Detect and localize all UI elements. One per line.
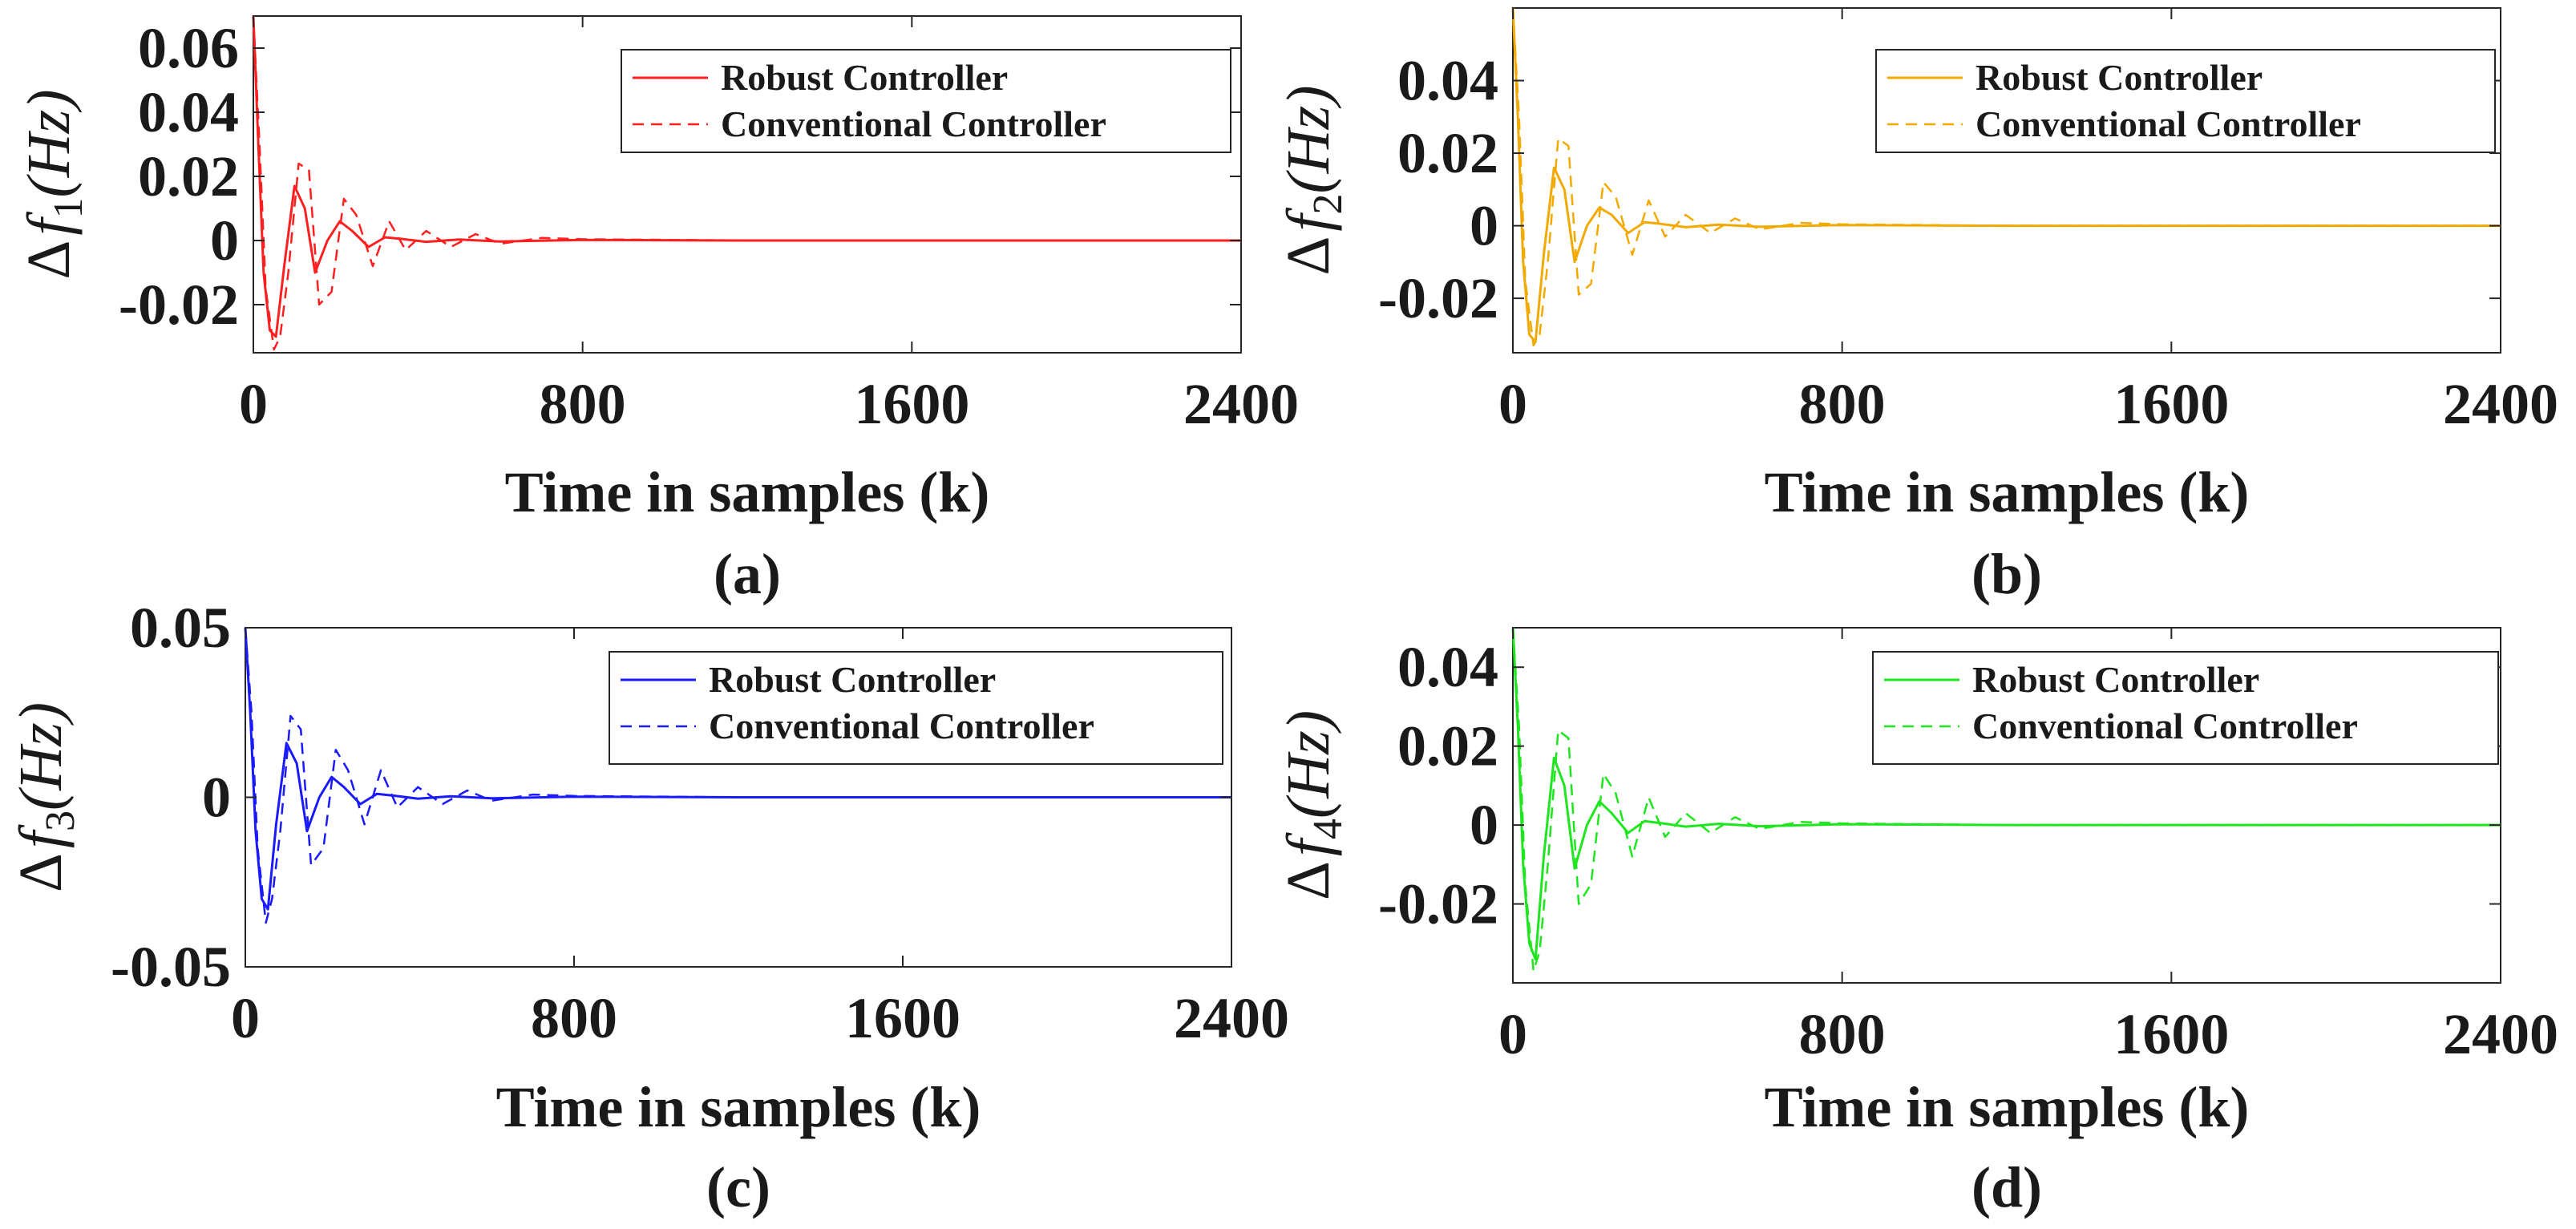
y-tick-label: 0.02 <box>138 144 239 208</box>
y-tick-label: 0 <box>202 766 231 830</box>
y-tick-label: 0.04 <box>1397 49 1498 113</box>
y-tick-label: -0.02 <box>1378 872 1498 936</box>
x-tick-label: 2400 <box>2443 372 2558 436</box>
legend: Robust Controller Conventional Controller <box>1875 49 2496 153</box>
conventional-series-line <box>252 15 1241 351</box>
y-axis-delta: Δ <box>1275 237 1342 276</box>
x-axis-label: Time in samples (k) <box>1765 460 2250 524</box>
y-tick-label: 0 <box>1470 793 1498 857</box>
legend-entry-label: Robust Controller <box>709 659 996 700</box>
legend: Robust Controller Conventional Controller <box>621 49 1231 153</box>
conventional-series-line <box>1511 7 2501 347</box>
x-tick-label: 800 <box>531 986 617 1050</box>
x-axis-label: Time in samples (k) <box>496 1075 981 1139</box>
x-tick-label: 1600 <box>2113 372 2229 436</box>
y-axis-label: Δf1(Hz) <box>15 89 91 279</box>
legend-entry-label: Robust Controller <box>721 57 1008 98</box>
y-axis-label: Δf4(Hz) <box>1275 710 1351 900</box>
y-axis-subscript: 4 <box>1305 819 1351 839</box>
y-axis-delta: Δ <box>1275 861 1342 900</box>
x-axis-label: Time in samples (k) <box>505 460 990 524</box>
y-axis-delta: Δ <box>15 241 83 280</box>
panel-label: (a) <box>714 542 781 606</box>
y-axis-subscript: 1 <box>46 198 91 219</box>
x-tick-label: 1600 <box>854 372 969 436</box>
y-tick-label: 0.06 <box>138 16 239 80</box>
panel-d: 0.04 0.02 0 -0.02 0 800 1600 2400 Time in sample… <box>1275 627 2558 1219</box>
y-tick-label: 0.04 <box>1397 635 1498 699</box>
y-tick-label: 0 <box>210 208 239 273</box>
legend-entry-label: Conventional Controller <box>721 103 1106 144</box>
y-tick-label: 0.02 <box>1397 121 1498 185</box>
x-tick-label: 800 <box>1799 372 1886 436</box>
legend-box <box>1875 49 2496 153</box>
x-tick-label: 1600 <box>845 986 960 1050</box>
conventional-series-line <box>244 627 1231 924</box>
legend-box <box>621 49 1231 153</box>
x-tick-label: 0 <box>231 986 260 1050</box>
legend-entry-label: Conventional Controller <box>1972 705 2358 746</box>
y-axis-unit: (Hz) <box>15 89 83 197</box>
legend-entry-label: Conventional Controller <box>709 705 1094 746</box>
y-axis-unit: (Hz) <box>1275 710 1342 819</box>
x-tick-label: 0 <box>1498 372 1527 436</box>
x-tick-label: 2400 <box>1183 372 1299 436</box>
x-tick-label: 2400 <box>1174 986 1289 1050</box>
x-tick-label: 0 <box>1498 1002 1527 1066</box>
y-tick-label: -0.02 <box>1378 266 1498 330</box>
y-tick-label: -0.02 <box>119 273 239 337</box>
y-axis-unit: (Hz) <box>1275 85 1342 193</box>
x-tick-label: 800 <box>540 372 626 436</box>
legend-box <box>609 651 1223 765</box>
x-tick-label: 0 <box>239 372 268 436</box>
y-axis-subscript: 2 <box>1305 194 1351 215</box>
conventional-series-line <box>1511 627 2501 972</box>
x-tick-label: 800 <box>1799 1002 1886 1066</box>
y-tick-label: 0.02 <box>1397 714 1498 778</box>
panel-label: (d) <box>1971 1155 2042 1219</box>
x-tick-label: 2400 <box>2443 1002 2558 1066</box>
y-tick-label: -0.05 <box>111 935 231 999</box>
panel-label: (b) <box>1971 542 2042 606</box>
y-axis-subscript: 3 <box>38 811 83 831</box>
x-tick-label: 1600 <box>2113 1002 2229 1066</box>
legend-entry-label: Robust Controller <box>1975 57 2263 98</box>
y-tick-label: 0.05 <box>130 596 231 660</box>
legend-entry-label: Conventional Controller <box>1975 103 2361 144</box>
legend-box <box>1872 651 2499 765</box>
legend: Robust Controller Conventional Controller <box>609 651 1223 765</box>
legend-entry-label: Robust Controller <box>1972 659 2259 700</box>
y-axis-label: Δf3(Hz) <box>7 702 83 892</box>
x-axis-label: Time in samples (k) <box>1765 1075 2250 1139</box>
legend: Robust Controller Conventional Controller <box>1872 651 2499 765</box>
panel-label: (c) <box>706 1155 770 1219</box>
y-axis-delta: Δ <box>7 853 75 892</box>
y-tick-label: 0.04 <box>138 80 239 144</box>
y-axis-label: Δf2(Hz) <box>1275 85 1351 275</box>
y-axis-unit: (Hz) <box>7 702 75 811</box>
y-tick-label: 0 <box>1470 194 1498 258</box>
